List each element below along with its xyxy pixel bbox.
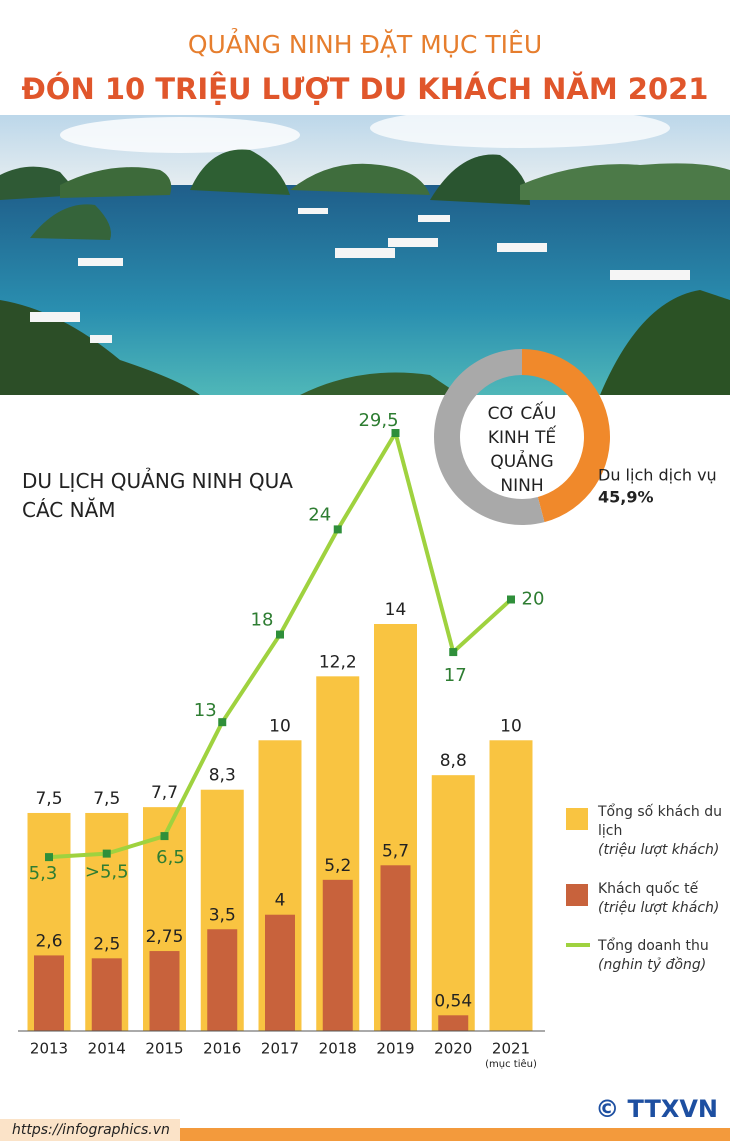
legend-item: Tổng doanh thu (nghin tỷ đồng) [598,937,723,975]
value-label: 20 [522,588,545,609]
value-label: 2,6 [35,931,62,951]
x-tick-label: 2013 [30,1040,68,1058]
value-label: 8,3 [209,766,236,786]
legend-unit: (triệu lượt khách) [598,900,720,916]
value-label: 5,7 [382,841,409,861]
bar [322,879,353,1031]
bar [438,1015,469,1031]
value-label: 0,54 [434,991,472,1011]
x-tick-label: 2020 [434,1040,472,1058]
value-label: 2,5 [93,934,120,954]
slice-label: Du lịch dịch vụ [598,466,717,485]
bar [489,740,533,1031]
value-label: 10 [500,716,522,736]
value-label: 5,3 [29,863,58,884]
value-label: 4 [275,891,286,911]
value-label: 18 [251,610,274,631]
footer-url: https://infographics.vn [12,1122,170,1138]
line-marker [391,429,400,437]
line-marker [449,648,458,657]
bar [91,958,122,1031]
value-label: 8,8 [440,751,467,771]
value-label: 29,5 [358,410,398,431]
legend-unit: (triệu lượt khách) [598,842,720,858]
donut-slice [434,349,545,525]
chart-title: DU LỊCH QUẢNG NINH QUA CÁC NĂM [22,469,293,522]
value-label: 3,5 [209,905,236,925]
value-label: 12,2 [319,652,357,672]
subtitle: QUẢNG NINH ĐẶT MỤC TIÊU [188,28,542,59]
donut-title: CƠ CẤU KINH TẾ QUẢNG NINH [487,404,557,496]
x-tick-label: 2019 [376,1040,414,1058]
line-marker [218,718,227,727]
x-tick-label: 2017 [261,1040,299,1058]
legend-label: Tổng số khách du lịch [598,804,722,839]
legend-label: Tổng doanh thu [598,938,709,954]
legend-swatch [566,884,588,906]
footer-band [0,1119,180,1141]
line-marker [333,525,342,534]
value-label: 2,75 [146,927,184,947]
value-label: 13 [194,700,217,721]
bar [149,951,180,1031]
bar [207,929,238,1031]
footer-band [180,1128,730,1141]
legend-item: Tổng số khách du lịch (triệu lượt khách) [598,803,723,860]
value-label: 17 [444,665,467,686]
value-label: 7,5 [93,789,120,809]
bar [380,865,411,1031]
legend-item: Khách quốc tế (triệu lượt khách) [598,880,723,918]
legend-unit: (nghin tỷ đồng) [598,957,707,973]
footer-credit: © TTXVN [595,1095,718,1123]
title: ĐÓN 10 TRIỆU LƯỢT DU KHÁCH NĂM 2021 [22,72,709,106]
bar [431,775,475,1031]
value-label: 10 [269,716,291,736]
value-label: 24 [308,504,331,525]
slice-value: 45,9% [598,488,654,507]
legend-swatch [566,808,588,830]
x-tick-label: 2016 [203,1040,241,1058]
line-marker [102,849,111,858]
category-note: (mục tiêu) [485,1058,537,1070]
line-marker [45,853,53,862]
value-label: 14 [385,600,407,620]
line-marker [507,595,515,604]
value-label: 6,5 [156,847,185,868]
photo [0,108,730,395]
value-label: 7,5 [35,789,62,809]
value-label: 5,2 [324,856,351,876]
line-marker [276,630,284,639]
x-tick-label: 2018 [319,1040,357,1058]
legend-label: Khách quốc tế [598,881,699,897]
value-label: >5,5 [85,862,129,883]
x-tick-label: 2014 [88,1040,126,1058]
bar [34,955,64,1031]
line-marker [160,832,169,841]
donut-slice [522,349,610,523]
value-label: 7,7 [151,783,178,803]
x-tick-label: 2015 [145,1040,183,1058]
bar [265,914,295,1031]
x-tick-label: 2021 [492,1040,530,1058]
